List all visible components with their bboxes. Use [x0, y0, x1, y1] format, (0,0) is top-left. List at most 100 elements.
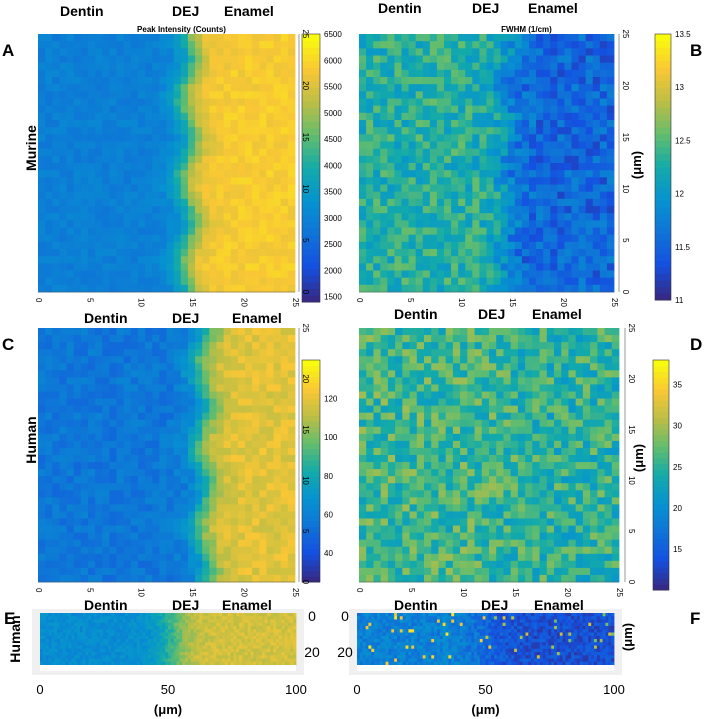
heatmap-cell [180, 249, 189, 257]
heatmap-cell [280, 148, 289, 157]
heatmap-cell [152, 525, 160, 534]
colorbar-segment [302, 107, 320, 115]
heatmap-cell [517, 433, 526, 442]
heatmap-cell [252, 328, 260, 336]
heatmap-cell [575, 398, 584, 407]
heatmap-cell [575, 419, 584, 428]
heatmap-cell [409, 377, 418, 385]
heatmap-cell [592, 213, 601, 221]
heatmap-cell [373, 419, 382, 428]
heatmap-cell [486, 263, 494, 271]
heatmap-cell [130, 191, 139, 200]
heatmap-cell [578, 170, 587, 178]
heatmap-cell [481, 476, 490, 484]
heatmap-cell [564, 91, 572, 99]
heatmap-cell [95, 455, 103, 463]
heatmap-cell [467, 419, 475, 428]
heatmap-cell [166, 342, 175, 350]
heatmap-cell [116, 433, 125, 442]
heatmap-cell [80, 170, 89, 178]
heatmap-cell [95, 405, 103, 414]
heatmap-cell [252, 377, 260, 385]
heatmap-cell [209, 213, 217, 221]
heatmap-cell [568, 447, 577, 456]
heatmap-cell [571, 220, 579, 228]
heatmap-cell [45, 191, 53, 200]
heatmap-cell [259, 234, 267, 243]
heatmap-cell [137, 170, 146, 178]
heatmap-cell [237, 105, 246, 114]
heatmap-cell [359, 134, 367, 142]
heatmap-cell [373, 234, 381, 243]
heatmap-cell [259, 426, 267, 435]
heatmap-cell [557, 127, 565, 135]
heatmap-cell [52, 567, 60, 576]
heatmap-cell [479, 62, 487, 71]
heatmap-cell [472, 69, 480, 78]
heatmap-cell [287, 141, 296, 150]
heatmap-cell [429, 55, 438, 64]
heatmap-cell [38, 198, 46, 207]
heatmap-cell [87, 511, 96, 519]
heatmap-cell [611, 490, 620, 498]
heatmap-cell [109, 433, 117, 442]
heatmap-cell [259, 191, 267, 200]
heatmap-cell [373, 84, 381, 92]
heatmap-cell [173, 105, 182, 114]
heatmap-cell [543, 213, 551, 221]
heatmap-cell [366, 370, 374, 378]
heatmap-cell [202, 256, 210, 264]
colorbar-segment [655, 173, 671, 181]
heatmap-cell [474, 384, 483, 392]
heatmap-cell [166, 48, 175, 56]
heatmap-cell [366, 476, 374, 484]
heatmap-cell [80, 163, 89, 171]
heatmap-cell [173, 377, 182, 385]
heatmap-cell [109, 483, 117, 491]
heatmap-cell [604, 483, 613, 491]
heatmap-cell [102, 511, 110, 519]
heatmap-cell [223, 497, 232, 505]
heatmap-cell [395, 497, 403, 505]
heatmap-cell [223, 227, 232, 236]
heatmap-cell [273, 405, 282, 414]
heatmap-cell [582, 384, 591, 392]
heatmap-cell [59, 349, 67, 357]
heatmap-cell [543, 84, 551, 92]
heatmap-cell [287, 567, 296, 576]
heatmap-cell [479, 227, 487, 236]
heatmap-cell [102, 206, 110, 214]
heatmap-cell [38, 120, 46, 128]
heatmap-cell [59, 440, 67, 449]
heatmap-cell [604, 384, 613, 392]
heatmap-cell [145, 184, 153, 193]
heatmap-cell [266, 213, 274, 221]
heatmap-cell [543, 62, 551, 71]
heatmap-cell [45, 574, 53, 583]
heatmap-cell [571, 170, 579, 178]
heatmap-cell [202, 391, 210, 399]
heatmap-cell [395, 391, 403, 399]
heatmap-cell [38, 284, 46, 293]
heatmap-cell [387, 277, 395, 286]
heatmap-cell [273, 270, 282, 279]
heatmap-cell [578, 141, 587, 150]
heatmap-cell [102, 163, 110, 171]
heatmap-cell [59, 184, 67, 193]
heatmap-cell [152, 163, 160, 171]
heatmap-cell [173, 405, 182, 414]
heatmap-cell [187, 277, 196, 286]
heatmap-cell [578, 206, 587, 214]
heatmap-cell [95, 574, 103, 583]
heatmap-cell [604, 469, 613, 477]
heatmap-cell [575, 349, 584, 357]
heatmap-cell [102, 155, 110, 164]
heatmap-cell [180, 518, 189, 526]
heatmap-cell [202, 234, 210, 243]
colorbar-segment [655, 47, 671, 55]
heatmap-cell [116, 574, 125, 583]
heatmap-cell [66, 256, 75, 264]
heatmap-cell [564, 62, 572, 71]
heatmap-cell [578, 127, 587, 135]
heatmap-cell [38, 177, 46, 185]
